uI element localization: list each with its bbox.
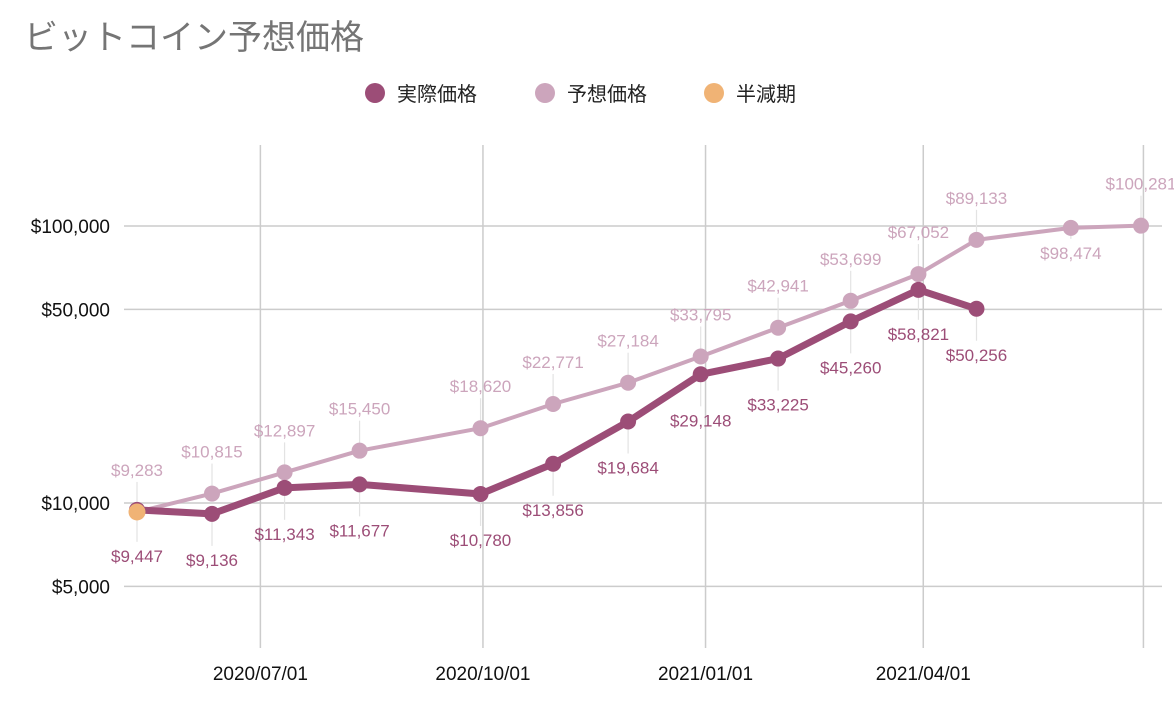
legend-swatch	[535, 83, 555, 103]
data-label: $11,677	[329, 521, 389, 540]
data-label: $33,795	[670, 306, 731, 325]
legend-item: 半減期	[704, 82, 796, 106]
data-label: $100,281	[1106, 175, 1174, 194]
data-point	[472, 485, 489, 502]
x-tick-label: 2021/01/01	[658, 664, 753, 685]
data-point	[620, 374, 637, 391]
x-tick-label: 2021/04/01	[876, 664, 971, 685]
data-point	[545, 396, 562, 413]
data-label: $33,225	[747, 396, 808, 415]
data-label: $15,450	[329, 400, 390, 419]
data-point	[203, 505, 220, 522]
data-label: $27,184	[597, 332, 658, 351]
data-label: $22,771	[522, 353, 583, 372]
data-label: $45,260	[820, 358, 881, 377]
chart-title: ビットコイン予想価格	[24, 18, 364, 58]
data-label: $53,699	[820, 250, 881, 269]
data-point	[620, 413, 637, 430]
y-tick-label: $5,000	[52, 577, 110, 598]
legend-swatch	[704, 83, 724, 103]
y-tick-label: $10,000	[41, 494, 110, 515]
data-point	[692, 366, 709, 383]
data-point	[692, 348, 709, 365]
legend-item: 予想価格	[535, 82, 647, 106]
data-label: $18,620	[450, 377, 511, 396]
data-label: $29,148	[670, 411, 731, 430]
data-point	[910, 281, 927, 298]
data-label: $9,283	[111, 461, 163, 480]
data-label: $11,343	[254, 525, 314, 544]
data-point	[770, 350, 787, 367]
series-line	[135, 223, 1143, 514]
data-label: $12,897	[254, 421, 315, 440]
data-label: $13,856	[522, 501, 583, 520]
data-point	[351, 476, 368, 493]
data-point	[1133, 217, 1149, 234]
data-point	[203, 485, 220, 502]
data-label: $42,941	[747, 277, 808, 296]
legend-label: 半減期	[736, 82, 796, 106]
data-point	[545, 455, 562, 472]
y-tick-label: $100,000	[31, 217, 110, 238]
data-label: $9,447	[111, 547, 163, 566]
data-point	[968, 231, 985, 248]
data-point	[842, 292, 859, 309]
legend-swatch	[365, 83, 385, 103]
data-point	[1062, 219, 1079, 236]
x-tick-label: 2020/07/01	[213, 664, 308, 685]
data-label: $67,052	[888, 223, 949, 242]
data-point	[910, 266, 927, 283]
data-point	[351, 442, 368, 459]
data-point	[276, 464, 293, 481]
data-label: $50,256	[946, 346, 1007, 365]
legend-label: 実際価格	[397, 82, 477, 106]
data-label: $58,821	[888, 325, 949, 344]
data-label: $89,133	[946, 189, 1007, 208]
data-label: $10,780	[450, 531, 511, 550]
data-label: $98,474	[1040, 244, 1101, 263]
data-point	[842, 313, 859, 330]
series-line	[133, 286, 980, 518]
data-point	[968, 300, 985, 317]
data-label: $19,684	[597, 459, 658, 478]
data-point	[472, 420, 489, 437]
x-tick-label: 2020/10/01	[435, 664, 530, 685]
data-point	[128, 503, 146, 521]
data-point	[770, 319, 787, 336]
data-label: $10,815	[181, 443, 242, 462]
data-point	[276, 479, 293, 496]
y-tick-label: $50,000	[41, 300, 110, 321]
legend-label: 予想価格	[567, 82, 647, 106]
data-label: $9,136	[186, 551, 238, 570]
legend-item: 実際価格	[365, 82, 477, 106]
